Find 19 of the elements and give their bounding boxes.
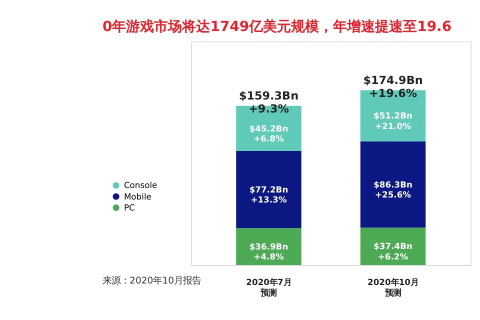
total-label: $174.9Bn +19.6%	[363, 74, 423, 100]
data-label: $45.2Bn +6.8%	[249, 123, 288, 144]
source-note: 来源：2020年10月报告	[102, 276, 202, 287]
total-label: $159.3Bn +9.3%	[238, 89, 299, 116]
x-tick-label: 2020年10月预测	[368, 277, 418, 298]
legend-label: Console	[124, 180, 158, 190]
legend-label: PC	[124, 202, 136, 213]
data-label: $37.4Bn +6.2%	[374, 241, 412, 262]
bar	[360, 228, 426, 266]
bar	[236, 228, 302, 266]
data-label: $36.9Bn +4.8%	[249, 241, 288, 262]
bar	[236, 151, 302, 228]
data-label: $86.3Bn +25.6%	[374, 179, 412, 200]
data-label: $77.2Bn +13.3%	[249, 184, 288, 205]
bar	[360, 141, 426, 228]
chart-title: 0年游戏市场将达1749亿美元规模，年增速提速至19.6	[102, 18, 452, 36]
legend-label: Mobile	[124, 191, 152, 202]
x-tick-label: 2020年7月预测	[246, 277, 292, 298]
data-label: $51.2Bn +21.0%	[374, 110, 412, 131]
